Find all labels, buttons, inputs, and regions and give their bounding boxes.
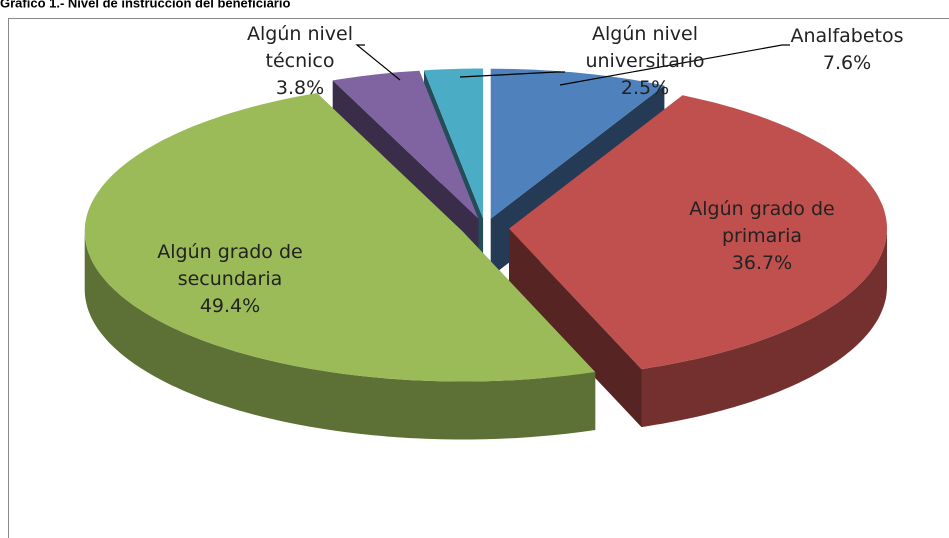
data-label-name: Algún grado de primaria <box>689 198 834 247</box>
slice <box>84 93 596 382</box>
data-label-value: 49.4% <box>200 295 260 317</box>
slice-wall <box>84 231 596 440</box>
pie <box>84 68 887 440</box>
slice <box>424 68 484 219</box>
data-label-name: Analfabetos <box>790 25 903 47</box>
slice <box>509 95 887 370</box>
data-label-value: 7.6% <box>823 52 871 74</box>
slice-wall <box>641 228 887 428</box>
data-label-value: 36.7% <box>732 252 792 274</box>
data-label-value: 2.5% <box>621 77 669 99</box>
data-label-name: Algún nivel universitario <box>585 23 704 72</box>
slice-side <box>509 228 642 428</box>
leader-line <box>559 44 790 86</box>
leader-line <box>355 44 401 81</box>
data-label-name: Algún grado de secundaria <box>157 241 302 290</box>
slice <box>490 68 665 219</box>
slice <box>332 70 479 219</box>
labels: Analfabetos 7.6% Algún grado de primaria 36.… <box>157 23 903 317</box>
leader-line <box>459 71 565 78</box>
chart-title: Gráfico 1.- Nivel de instrucción del ben… <box>0 0 290 10</box>
data-label-name: Algún nivel técnico <box>247 23 353 72</box>
data-label-value: 3.8% <box>276 77 324 99</box>
